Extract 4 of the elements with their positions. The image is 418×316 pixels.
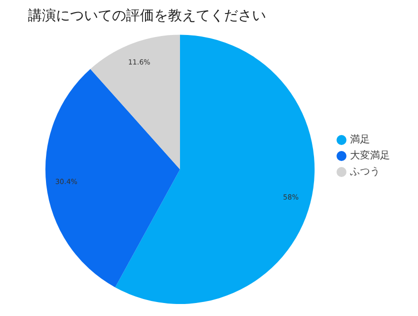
legend-label: 大変満足	[350, 150, 390, 162]
legend-label: ふつう	[349, 166, 380, 178]
chart-title: 講演についての評価を教えてください	[28, 8, 266, 24]
legend-label: 満足	[350, 134, 370, 146]
